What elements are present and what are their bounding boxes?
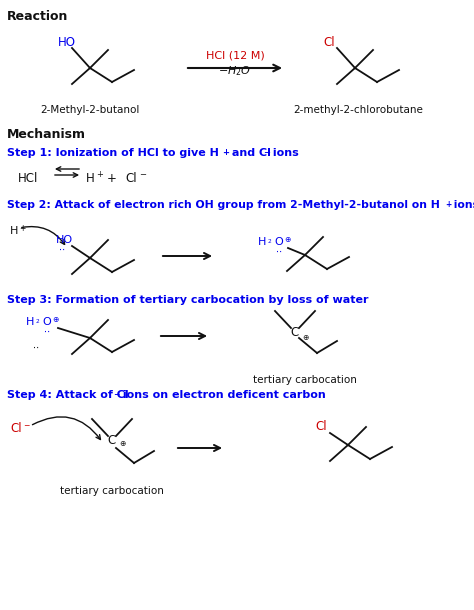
Text: −: − [139, 170, 146, 179]
Text: +: + [19, 224, 26, 233]
Text: HCl: HCl [18, 172, 38, 185]
Text: Cl: Cl [10, 422, 22, 434]
Text: O: O [274, 237, 283, 247]
Text: Step 1: Ionization of HCl to give H: Step 1: Ionization of HCl to give H [7, 148, 219, 158]
Text: Cl: Cl [323, 35, 335, 49]
Text: ⊕: ⊕ [52, 315, 58, 325]
Text: C: C [108, 434, 116, 447]
Text: HO: HO [58, 35, 76, 49]
Text: ions: ions [269, 148, 299, 158]
Text: −: − [263, 148, 270, 157]
Text: $-H_2O$: $-H_2O$ [219, 64, 252, 78]
Text: H: H [26, 317, 35, 327]
Text: ⊕: ⊕ [302, 332, 309, 342]
Text: Reaction: Reaction [7, 10, 68, 23]
Text: $_2$: $_2$ [267, 237, 272, 246]
Text: +: + [107, 172, 117, 185]
Text: −: − [23, 422, 29, 431]
Text: H: H [258, 237, 266, 247]
Text: 2-Methyl-2-butanol: 2-Methyl-2-butanol [40, 105, 140, 115]
Text: Mechanism: Mechanism [7, 128, 86, 141]
Text: +: + [222, 148, 229, 157]
Text: Step 3: Formation of tertiary carbocation by loss of water: Step 3: Formation of tertiary carbocatio… [7, 295, 368, 305]
Text: ⊕: ⊕ [284, 235, 291, 245]
Text: +: + [96, 170, 103, 179]
Text: Step 4: Attack of Cl: Step 4: Attack of Cl [7, 390, 128, 400]
Text: O: O [42, 317, 51, 327]
Text: ⋅⋅: ⋅⋅ [33, 343, 39, 353]
Text: ions on electron deficent carbon: ions on electron deficent carbon [119, 390, 326, 400]
Text: ⋅⋅: ⋅⋅ [59, 245, 65, 255]
Text: tertiary carbocation: tertiary carbocation [60, 486, 164, 496]
Text: +: + [445, 200, 451, 209]
Text: HCl (12 M): HCl (12 M) [206, 50, 264, 60]
Text: $_2$: $_2$ [35, 317, 40, 326]
Text: ⊕: ⊕ [119, 439, 126, 448]
Text: Cl: Cl [315, 420, 327, 434]
Text: H: H [10, 226, 18, 236]
Text: 2-methyl-2-chlorobutane: 2-methyl-2-chlorobutane [293, 105, 423, 115]
Text: C: C [291, 326, 299, 340]
Text: tertiary carbocation: tertiary carbocation [253, 375, 357, 385]
Text: ⋅⋅: ⋅⋅ [44, 327, 50, 337]
Text: H: H [86, 172, 95, 185]
Text: Step 2: Attack of electron rich OH group from 2-Methyl-2-butanol on H: Step 2: Attack of electron rich OH group… [7, 200, 440, 210]
Text: Cl: Cl [125, 172, 137, 185]
Text: ions: ions [450, 200, 474, 210]
Text: −: − [113, 390, 119, 399]
Text: HO: HO [56, 235, 73, 245]
Text: ⋅⋅: ⋅⋅ [276, 247, 282, 257]
Text: and Cl: and Cl [228, 148, 271, 158]
